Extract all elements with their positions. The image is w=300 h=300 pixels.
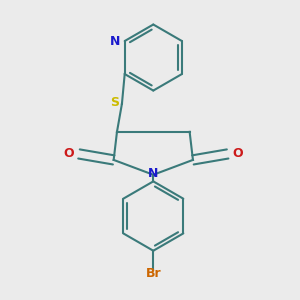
Text: O: O xyxy=(64,147,74,160)
Text: N: N xyxy=(148,167,158,180)
Text: Br: Br xyxy=(146,267,161,280)
Text: O: O xyxy=(232,147,243,160)
Text: N: N xyxy=(110,34,120,47)
Text: S: S xyxy=(110,96,119,109)
